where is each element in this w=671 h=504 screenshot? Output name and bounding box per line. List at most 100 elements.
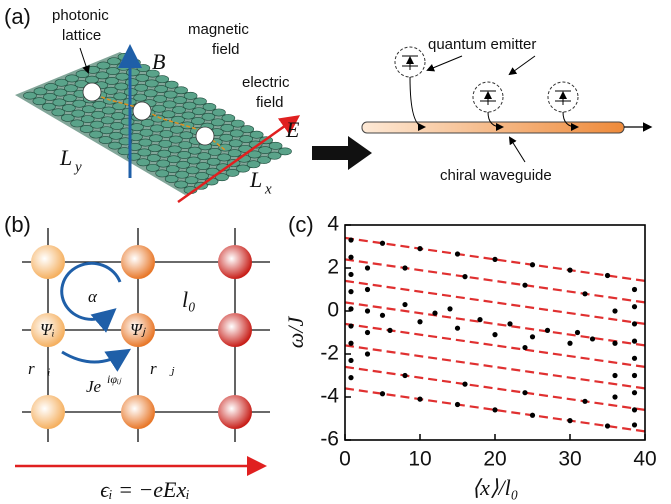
- point: [387, 328, 392, 333]
- waveguide: [362, 122, 624, 133]
- annotation: photonic: [52, 7, 109, 24]
- point: [582, 399, 587, 404]
- point: [632, 373, 637, 378]
- symbol: B⃗: [152, 49, 183, 74]
- point: [632, 356, 637, 361]
- point: [402, 302, 407, 307]
- point: [365, 287, 370, 292]
- lattice-site: [175, 87, 188, 94]
- point: [567, 268, 572, 273]
- point: [567, 341, 572, 346]
- point: [447, 306, 452, 311]
- point: [632, 321, 637, 326]
- point: [492, 407, 497, 412]
- y-tick-label: -6: [320, 428, 339, 451]
- point: [632, 390, 637, 395]
- dimension: L: [59, 145, 72, 170]
- point: [530, 413, 535, 418]
- lattice-site: [212, 109, 225, 116]
- point: [632, 407, 637, 412]
- point: [612, 341, 617, 346]
- annotation: lattice: [62, 27, 101, 44]
- point: [530, 334, 535, 339]
- point: [545, 328, 550, 333]
- point: [365, 330, 370, 335]
- point: [348, 375, 353, 380]
- panel-label: (b): [4, 212, 31, 237]
- point: [402, 373, 407, 378]
- y-tick-label: -2: [320, 342, 339, 365]
- point: [492, 332, 497, 337]
- dimension-sub: y: [73, 159, 82, 175]
- point: [590, 336, 595, 341]
- annotation: chiral waveguide: [440, 167, 552, 184]
- x-tick-label: 30: [558, 448, 581, 471]
- hopping: Je: [86, 377, 102, 396]
- symbol: E⃗: [285, 117, 317, 142]
- point: [348, 237, 353, 242]
- plot: (c)010203040-6-4-2024⟨x⟩/l₀ω/J: [283, 212, 657, 500]
- point: [417, 319, 422, 324]
- point: [365, 265, 370, 270]
- y-axis-label: ω/J: [283, 316, 308, 349]
- point: [365, 351, 370, 356]
- point: [417, 397, 422, 402]
- lattice-site: [156, 76, 169, 83]
- y-tick-label: -4: [320, 385, 339, 408]
- point: [605, 273, 610, 278]
- point: [455, 251, 460, 256]
- dimension-sub: x: [264, 181, 272, 197]
- point: [348, 341, 353, 346]
- point: [632, 339, 637, 344]
- annotation: quantum emitter: [428, 36, 536, 53]
- lattice-site: [250, 131, 263, 138]
- lattice-site: [231, 120, 244, 127]
- potential: ϵᵢ = −eExᵢ: [100, 477, 189, 502]
- point: [522, 390, 527, 395]
- lattice-site: [269, 142, 282, 149]
- point: [348, 255, 353, 260]
- point: [522, 283, 527, 288]
- point: [380, 313, 385, 318]
- point: [507, 321, 512, 326]
- point: [380, 391, 385, 396]
- point: [605, 423, 610, 428]
- fit-line: [345, 281, 645, 324]
- annotation: field: [212, 41, 240, 58]
- point: [477, 317, 482, 322]
- point: [417, 246, 422, 251]
- point: [632, 304, 637, 309]
- fit-line: [345, 367, 645, 410]
- point: [432, 311, 437, 316]
- point: [530, 262, 535, 267]
- point: [348, 358, 353, 363]
- point: [455, 326, 460, 331]
- point: [365, 308, 370, 313]
- point: [567, 418, 572, 423]
- psi: Ψⱼ: [130, 320, 146, 339]
- point: [575, 330, 580, 335]
- coupling: [410, 77, 424, 127]
- annotation: magnetic: [188, 21, 249, 38]
- big-arrow: [312, 136, 372, 170]
- lattice-site: [279, 148, 292, 155]
- x-tick-label: 20: [483, 448, 506, 471]
- panel-label: (c): [288, 212, 314, 237]
- point: [380, 241, 385, 246]
- fit-line: [345, 345, 645, 388]
- lattice-site: [184, 92, 197, 99]
- pointer: [510, 56, 535, 74]
- point: [492, 257, 497, 262]
- fit-line: [345, 302, 645, 345]
- point: [348, 289, 353, 294]
- pointer: [428, 56, 462, 70]
- panel-label: (a): [4, 4, 31, 29]
- dimension: L: [249, 167, 262, 192]
- point: [455, 402, 460, 407]
- fit-line: [345, 259, 645, 302]
- pointer: [510, 138, 525, 162]
- annotation: electric: [242, 74, 290, 91]
- point: [612, 394, 617, 399]
- x-tick-label: 10: [408, 448, 431, 471]
- lattice-site: [137, 64, 150, 71]
